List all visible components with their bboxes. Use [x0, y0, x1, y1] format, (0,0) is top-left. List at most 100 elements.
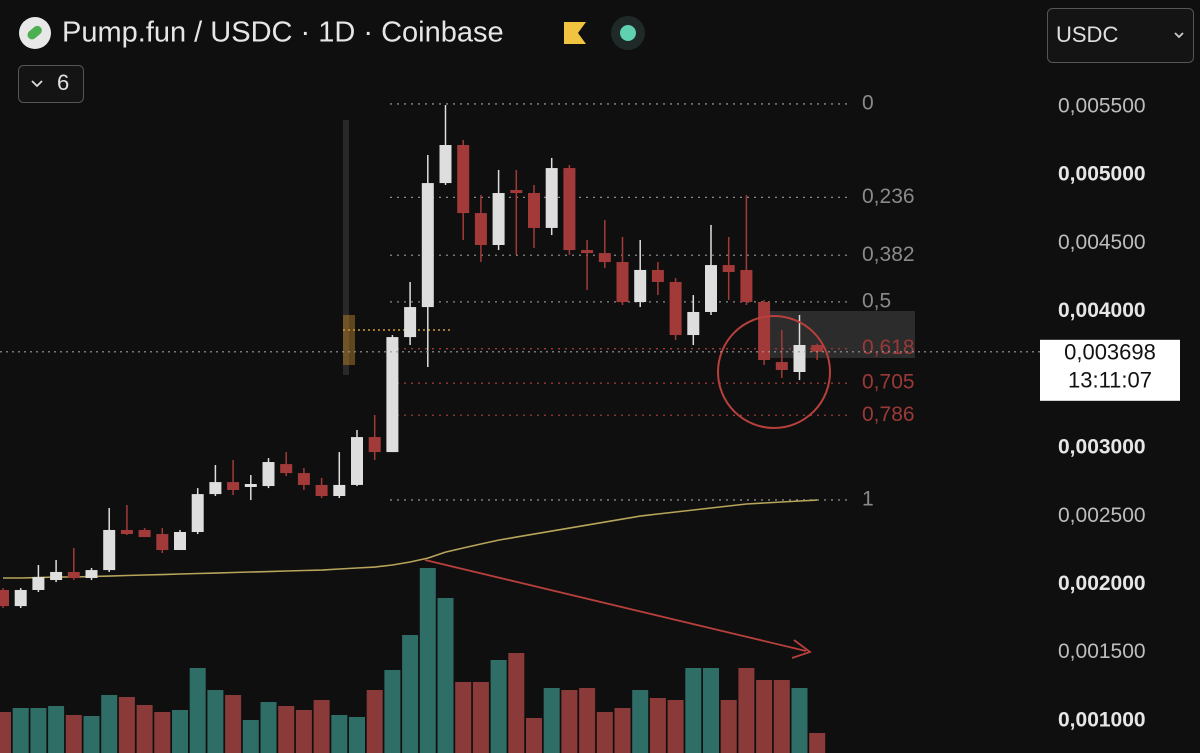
volume-bar: [419, 568, 436, 753]
fib-label: 0: [862, 91, 874, 114]
fib-label: 0,382: [862, 243, 915, 266]
candle-body: [262, 462, 275, 487]
candle-body: [209, 482, 222, 495]
candle-body: [138, 529, 151, 538]
volume-bar: [543, 688, 560, 753]
candle-body: [85, 570, 98, 578]
volume-bar: [738, 668, 755, 753]
volume-bar: [207, 690, 224, 753]
candle-body: [120, 529, 133, 535]
volume-bar: [579, 688, 596, 753]
candle-body: [510, 190, 523, 194]
y-tick-label: 0,002000: [1058, 572, 1146, 595]
candle-body: [404, 307, 417, 338]
volume-bar: [632, 690, 649, 753]
candle-body: [793, 344, 806, 372]
volume-bar: [596, 712, 613, 753]
candle-body: [811, 344, 824, 352]
volume-bar: [455, 682, 472, 753]
candle-body: [174, 532, 186, 551]
volume-bar: [490, 660, 507, 753]
volume-bar: [0, 712, 11, 753]
volume-bar: [278, 706, 295, 753]
fib-label: 0,705: [862, 371, 915, 394]
candle-body: [740, 269, 753, 303]
y-tick-label: 0,002500: [1058, 504, 1146, 527]
fib-label: 0,786: [862, 403, 915, 426]
volume-bar: [349, 717, 365, 753]
candle-body: [581, 250, 594, 254]
volume-bar: [508, 653, 525, 753]
candle-body: [421, 183, 434, 308]
y-tick-label: 0,001500: [1058, 640, 1146, 663]
volume-bar: [118, 697, 135, 753]
volume-bar: [189, 668, 206, 753]
candle-body: [227, 482, 240, 490]
candle-body: [492, 193, 505, 245]
flag-icon[interactable]: [564, 22, 586, 44]
fib-label: 0,5: [862, 289, 891, 312]
volume-bar: [65, 715, 82, 753]
candle-body: [457, 145, 470, 214]
candle-body: [722, 265, 735, 273]
volume-bar: [366, 690, 383, 753]
volume-bar: [720, 700, 737, 753]
volume-bar: [756, 680, 773, 753]
y-tick-label: 0,005000: [1058, 163, 1146, 186]
volume-bar: [402, 635, 419, 753]
volume-bar: [526, 718, 542, 753]
indicator-chevron: [31, 80, 43, 88]
y-tick-label: 0,003000: [1058, 436, 1146, 459]
volume-bar: [472, 682, 489, 753]
volume-bar: [313, 700, 330, 753]
highlight-circle: [717, 315, 831, 429]
candle-body: [32, 577, 45, 590]
volume-bar: [614, 708, 631, 753]
dropdown-chevron: [1174, 32, 1184, 39]
volume-bar: [384, 670, 401, 753]
candle-body: [368, 437, 381, 453]
candle-body: [439, 145, 452, 184]
candle-body: [598, 253, 611, 263]
volume-bar: [667, 700, 684, 753]
currency-label: USDC: [1056, 22, 1118, 47]
volume-bar: [685, 668, 702, 753]
candle-body: [156, 534, 169, 551]
fib-label: 1: [862, 488, 874, 511]
candle-body: [545, 168, 558, 228]
candle-body: [103, 529, 116, 571]
highlight-zone: [762, 311, 915, 358]
candle-body: [280, 464, 293, 474]
volume-bar: [703, 668, 719, 753]
volume-bar: [649, 698, 666, 753]
trend-arrow: [424, 559, 807, 652]
volume-profile-bar: [343, 120, 349, 375]
status-dot: [620, 25, 636, 41]
last-price-label: 0,003698: [1064, 340, 1156, 365]
coin-icon-pill: [27, 25, 42, 40]
last-price-countdown: 13:11:07: [1068, 368, 1152, 393]
indicator-toggle[interactable]: [18, 65, 84, 103]
candle-body: [351, 437, 363, 485]
candle-body: [705, 265, 717, 312]
candle-body: [616, 262, 629, 303]
y-tick-label: 0,004000: [1058, 299, 1146, 322]
volume-profile: [343, 120, 452, 375]
chart-title: Pump.fun / USDC · 1D · Coinbase: [62, 17, 504, 49]
indicator-count: 6: [57, 70, 69, 95]
candle-body: [297, 473, 310, 485]
candle-body: [651, 269, 664, 282]
candle-body: [50, 571, 63, 581]
volume-bar: [260, 702, 277, 753]
candle-body: [386, 337, 399, 453]
volume-profile-bar: [343, 315, 355, 365]
candle-body: [528, 193, 540, 228]
y-tick-label: 0,005500: [1058, 95, 1146, 118]
candle-body: [669, 281, 682, 336]
volume-bar: [331, 715, 348, 753]
volume-bar: [30, 708, 47, 753]
currency-dropdown[interactable]: [1047, 8, 1194, 63]
volume-bar: [225, 695, 242, 753]
volume-bar: [561, 690, 578, 753]
